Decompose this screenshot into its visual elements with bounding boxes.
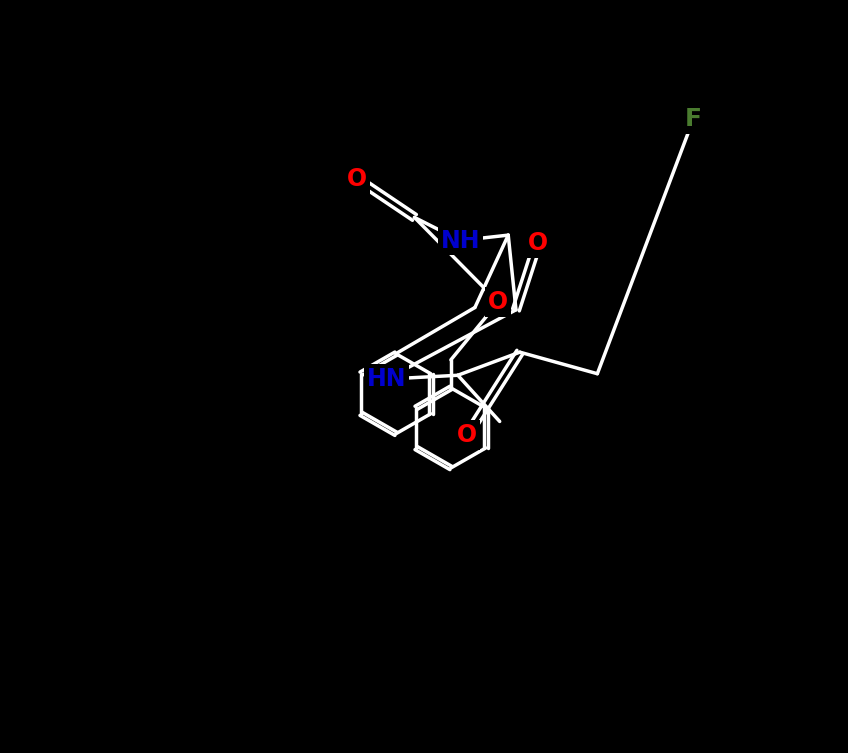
Text: O: O: [457, 423, 477, 447]
Text: O: O: [488, 290, 508, 314]
Text: F: F: [685, 107, 702, 131]
Text: NH: NH: [440, 228, 480, 252]
Text: O: O: [527, 231, 548, 255]
Text: HN: HN: [367, 367, 406, 391]
Text: O: O: [347, 167, 367, 191]
